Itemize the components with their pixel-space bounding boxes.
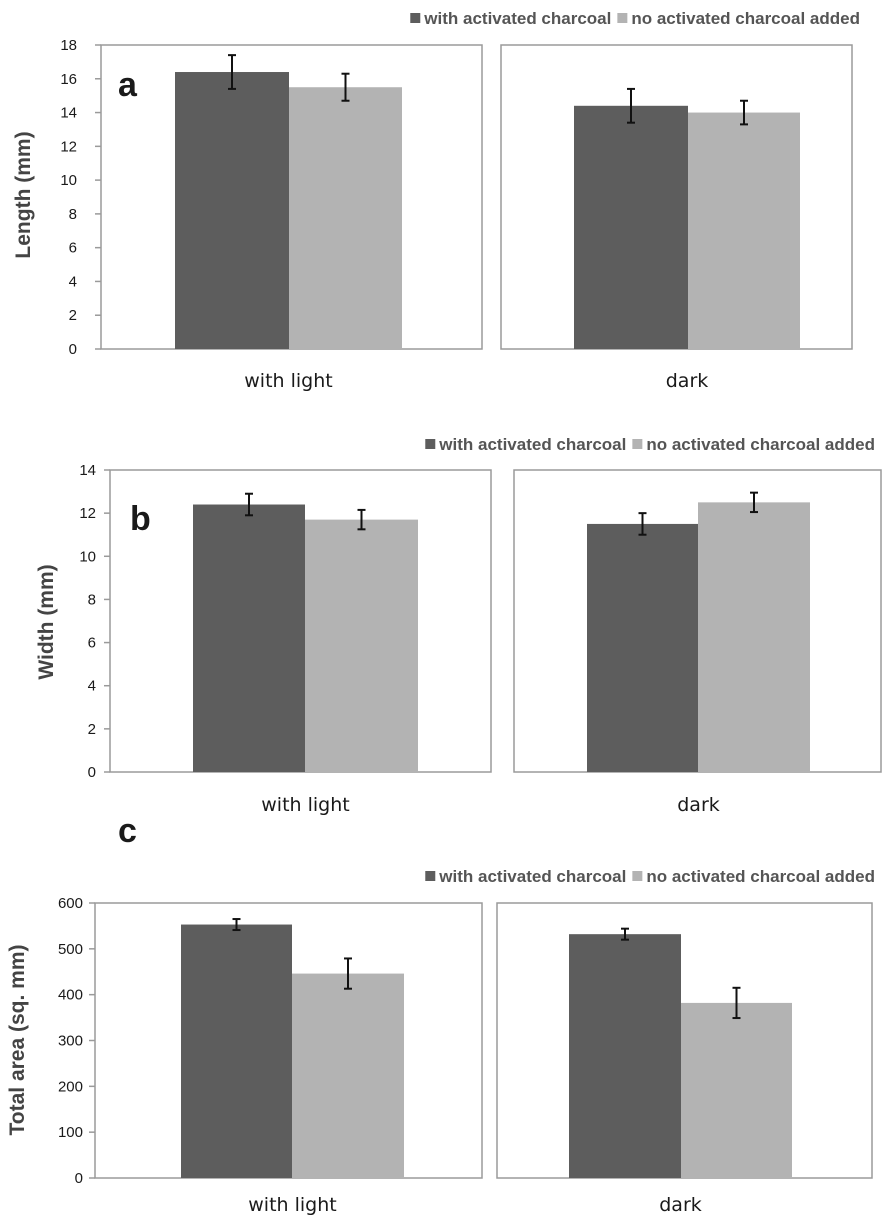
panel-c-legend-label-1: with activated charcoal xyxy=(438,867,626,886)
panel-b-ytick-label: 8 xyxy=(88,591,96,608)
panel-c-category-label: dark xyxy=(659,1194,702,1216)
panel-b-panel-label: b xyxy=(130,500,151,538)
panel-a-ytick-label: 12 xyxy=(60,138,77,155)
panel-a-bar-no-charcoal-1 xyxy=(289,87,402,349)
panel-a-ytick-label: 2 xyxy=(69,307,77,324)
panel-b-legend-swatch-1 xyxy=(425,439,436,449)
panel-a-bar-no-charcoal-2 xyxy=(688,112,800,349)
panel-a-ytick-label: 0 xyxy=(69,341,77,358)
panel-b-ytick-label: 6 xyxy=(88,635,96,652)
panel-b-legend-swatch-2 xyxy=(632,439,643,449)
panel-b-category-label: dark xyxy=(677,794,720,816)
panel-a-legend-label-2: no activated charcoal added xyxy=(631,9,860,28)
panel-c-ytick-label: 400 xyxy=(58,987,83,1004)
panel-b-ytick-label: 10 xyxy=(79,548,96,565)
panel-c-category-label: with light xyxy=(248,1194,336,1216)
panel-a-bar-with-charcoal-2 xyxy=(574,105,688,349)
panel-a-ytick-label: 14 xyxy=(60,105,77,122)
panel-c-legend-label-2: no activated charcoal added xyxy=(646,867,875,886)
panel-c-ytick-label: 200 xyxy=(58,1078,83,1095)
panel-a-legend-swatch-1 xyxy=(410,13,421,23)
panel-b-legend-label-2: no activated charcoal added xyxy=(646,435,875,454)
panel-a-category-label: dark xyxy=(666,370,709,392)
panel-c-ytick-label: 100 xyxy=(58,1124,83,1141)
panel-c-ytick-label: 0 xyxy=(75,1170,83,1187)
panel-b-bar-no-charcoal-2 xyxy=(698,502,810,772)
panel-a-ytick-label: 4 xyxy=(69,273,77,290)
panel-a-ytick-label: 6 xyxy=(69,240,77,257)
panel-c-panel-label: c xyxy=(118,812,137,850)
panel-b-ytick-label: 4 xyxy=(88,678,96,695)
panel-a-legend-swatch-2 xyxy=(617,13,628,23)
panel-c-bar-no-charcoal-1 xyxy=(292,973,404,1178)
panel-c-ytick-label: 300 xyxy=(58,1033,83,1050)
panel-a-ytick-label: 18 xyxy=(60,37,77,54)
panel-b-bar-with-charcoal-1 xyxy=(193,504,305,772)
panel-b-ytick-label: 14 xyxy=(79,462,96,479)
panel-b-bar-no-charcoal-1 xyxy=(305,519,418,772)
panel-c-ytick-label: 600 xyxy=(58,895,83,912)
panel-a-legend-label-1: with activated charcoal xyxy=(423,9,611,28)
panel-c-bar-no-charcoal-2 xyxy=(681,1002,792,1178)
panel-a-ytick-label: 10 xyxy=(60,172,77,189)
panel-a-bar-with-charcoal-1 xyxy=(175,72,289,350)
panel-a-y-axis-title: Length (mm) xyxy=(12,131,35,258)
panel-a-category-label: with light xyxy=(244,370,332,392)
panel-a-ytick-label: 16 xyxy=(60,71,77,88)
panel-a-ytick-label: 8 xyxy=(69,206,77,223)
panel-b-category-label: with light xyxy=(261,794,349,816)
panel-c-ytick-label: 500 xyxy=(58,941,83,958)
panel-b-legend-label-1: with activated charcoal xyxy=(438,435,626,454)
panel-b-bar-with-charcoal-2 xyxy=(587,523,698,772)
panel-b-ytick-label: 0 xyxy=(88,764,96,781)
panel-b-y-axis-title: Width (mm) xyxy=(35,564,58,679)
panel-a-panel-label: a xyxy=(118,66,138,104)
panel-c-bar-with-charcoal-2 xyxy=(569,934,681,1178)
panel-c-y-axis-title: Total area (sq. mm) xyxy=(6,945,29,1136)
panel-c-legend-swatch-1 xyxy=(425,871,436,881)
panel-c-bar-with-charcoal-1 xyxy=(181,924,292,1178)
panel-b-ytick-label: 12 xyxy=(79,505,96,522)
panel-c-legend-swatch-2 xyxy=(632,871,643,881)
panel-b-ytick-label: 2 xyxy=(88,721,96,738)
